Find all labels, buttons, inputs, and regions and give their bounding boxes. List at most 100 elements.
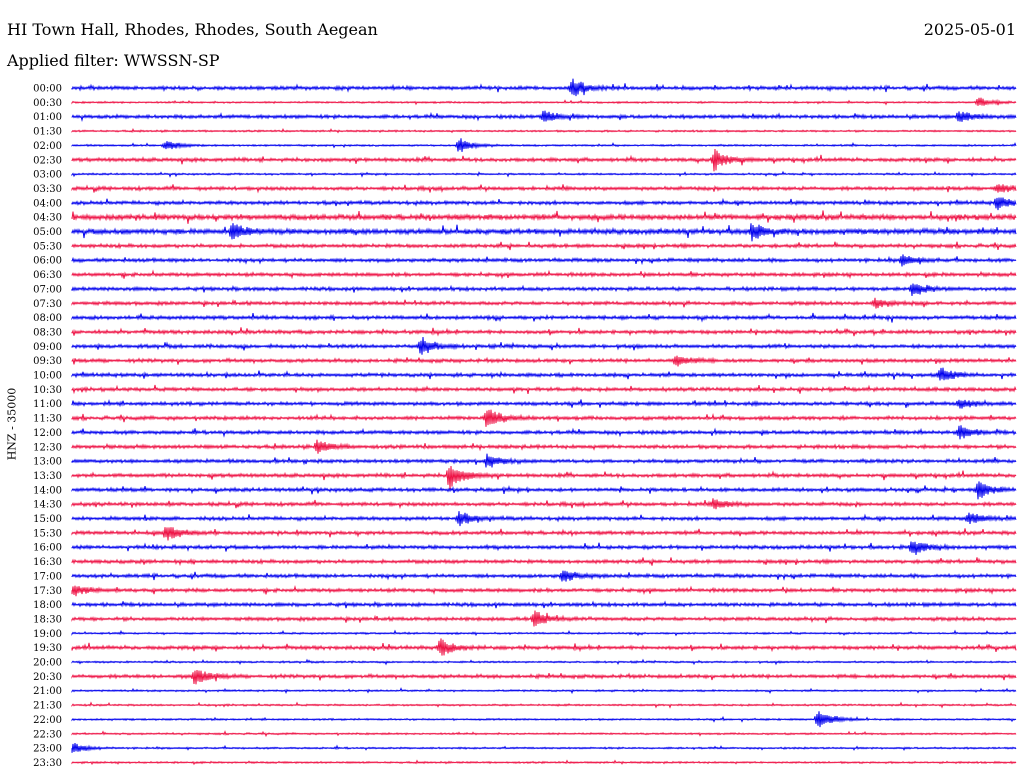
row-time-label: 12:30 xyxy=(33,442,62,453)
row-time-label: 13:30 xyxy=(33,471,62,482)
row-time-label: 17:00 xyxy=(33,571,62,582)
row-time-label: 23:30 xyxy=(33,758,62,769)
row-time-label: 18:00 xyxy=(33,600,62,611)
trace-row xyxy=(71,312,1017,323)
trace-row xyxy=(71,210,1017,224)
trace-row xyxy=(71,110,1017,122)
row-time-label: 01:30 xyxy=(33,127,62,138)
trace-row xyxy=(71,425,1017,440)
trace-row xyxy=(71,498,1017,510)
trace-row xyxy=(71,730,1017,738)
trace-row xyxy=(71,170,1017,178)
trace-row xyxy=(71,148,1017,172)
row-time-label: 18:30 xyxy=(33,614,62,625)
row-time-label: 07:30 xyxy=(33,299,62,310)
trace-row xyxy=(71,439,1017,454)
row-time-label: 21:30 xyxy=(33,701,62,712)
row-time-label: 16:00 xyxy=(33,543,62,554)
trace-row xyxy=(71,658,1017,666)
trace-row xyxy=(71,78,1017,97)
trace-row xyxy=(71,687,1017,695)
row-time-label: 11:30 xyxy=(33,414,62,425)
row-time-label: 12:00 xyxy=(33,428,62,439)
row-time-label: 06:00 xyxy=(33,256,62,267)
trace-row xyxy=(71,138,1017,152)
row-time-label: 15:30 xyxy=(33,528,62,539)
row-time-label: 14:00 xyxy=(33,485,62,496)
row-time-label: 04:30 xyxy=(33,213,62,224)
row-time-label: 15:00 xyxy=(33,514,62,525)
trace-row xyxy=(71,409,1017,427)
record-date: 2025-05-01 xyxy=(923,20,1016,39)
row-time-label: 19:00 xyxy=(33,629,62,640)
trace-row xyxy=(71,600,1017,609)
row-time-label: 02:00 xyxy=(33,141,62,152)
trace-row xyxy=(71,711,1017,728)
row-time-label: 19:30 xyxy=(33,643,62,654)
row-time-label: 11:00 xyxy=(33,399,62,410)
trace-row xyxy=(71,638,1017,656)
trace-row xyxy=(71,585,1017,597)
trace-row xyxy=(71,327,1017,337)
row-time-label: 21:00 xyxy=(33,686,62,697)
row-time-label: 00:30 xyxy=(33,98,62,109)
trace-row xyxy=(71,570,1017,582)
row-time-label: 13:00 xyxy=(33,457,62,468)
trace-row xyxy=(71,511,1017,527)
trace-row xyxy=(71,336,1017,355)
trace-row xyxy=(71,384,1017,395)
trace-row xyxy=(71,254,1017,267)
row-time-label: 10:00 xyxy=(33,371,62,382)
trace-row xyxy=(71,759,1017,766)
row-time-label: 05:30 xyxy=(33,241,62,252)
trace-row xyxy=(71,367,1017,381)
trace-row xyxy=(71,297,1017,309)
trace-row xyxy=(71,269,1017,280)
row-time-label: 20:30 xyxy=(33,672,62,683)
row-time-label: 06:30 xyxy=(33,270,62,281)
row-time-label: 04:00 xyxy=(33,198,62,209)
row-time-label: 05:00 xyxy=(33,227,62,238)
trace-row xyxy=(71,398,1017,409)
trace-row xyxy=(71,610,1017,627)
trace-row xyxy=(71,701,1017,709)
row-time-label: 08:00 xyxy=(33,313,62,324)
trace-row xyxy=(71,355,1017,367)
trace-row xyxy=(71,629,1017,637)
row-time-label: 10:30 xyxy=(33,385,62,396)
row-time-label: 08:30 xyxy=(33,327,62,338)
row-time-label: 20:00 xyxy=(33,658,62,669)
trace-row xyxy=(71,669,1017,685)
row-time-label: 22:00 xyxy=(33,715,62,726)
trace-row xyxy=(71,453,1017,468)
trace-row xyxy=(71,283,1017,297)
trace-row xyxy=(71,97,1017,106)
row-time-label: 16:30 xyxy=(33,557,62,568)
trace-row xyxy=(71,527,1017,541)
trace-row xyxy=(71,465,1017,490)
row-time-label: 01:00 xyxy=(33,112,62,123)
trace-row xyxy=(71,184,1017,194)
row-time-label: 03:00 xyxy=(33,170,62,181)
row-time-label: 00:00 xyxy=(33,84,62,95)
station-title: HI Town Hall, Rhodes, Rhodes, South Aege… xyxy=(7,20,378,39)
trace-row xyxy=(71,541,1017,555)
trace-row xyxy=(71,481,1017,500)
row-time-label: 07:00 xyxy=(33,284,62,295)
row-time-label: 23:00 xyxy=(33,744,62,755)
trace-row xyxy=(71,127,1017,134)
row-time-label: 03:30 xyxy=(33,184,62,195)
trace-row xyxy=(71,223,1017,242)
row-time-label: 02:30 xyxy=(33,155,62,166)
trace-row xyxy=(71,557,1017,567)
trace-row xyxy=(71,742,1017,753)
trace-row xyxy=(71,197,1017,211)
trace-row xyxy=(71,241,1017,251)
row-time-label: 09:00 xyxy=(33,342,62,353)
row-time-label: 17:30 xyxy=(33,586,62,597)
row-time-label: 22:30 xyxy=(33,729,62,740)
row-time-label: 14:30 xyxy=(33,500,62,511)
filter-label: Applied filter: WWSSN-SP xyxy=(7,51,220,70)
